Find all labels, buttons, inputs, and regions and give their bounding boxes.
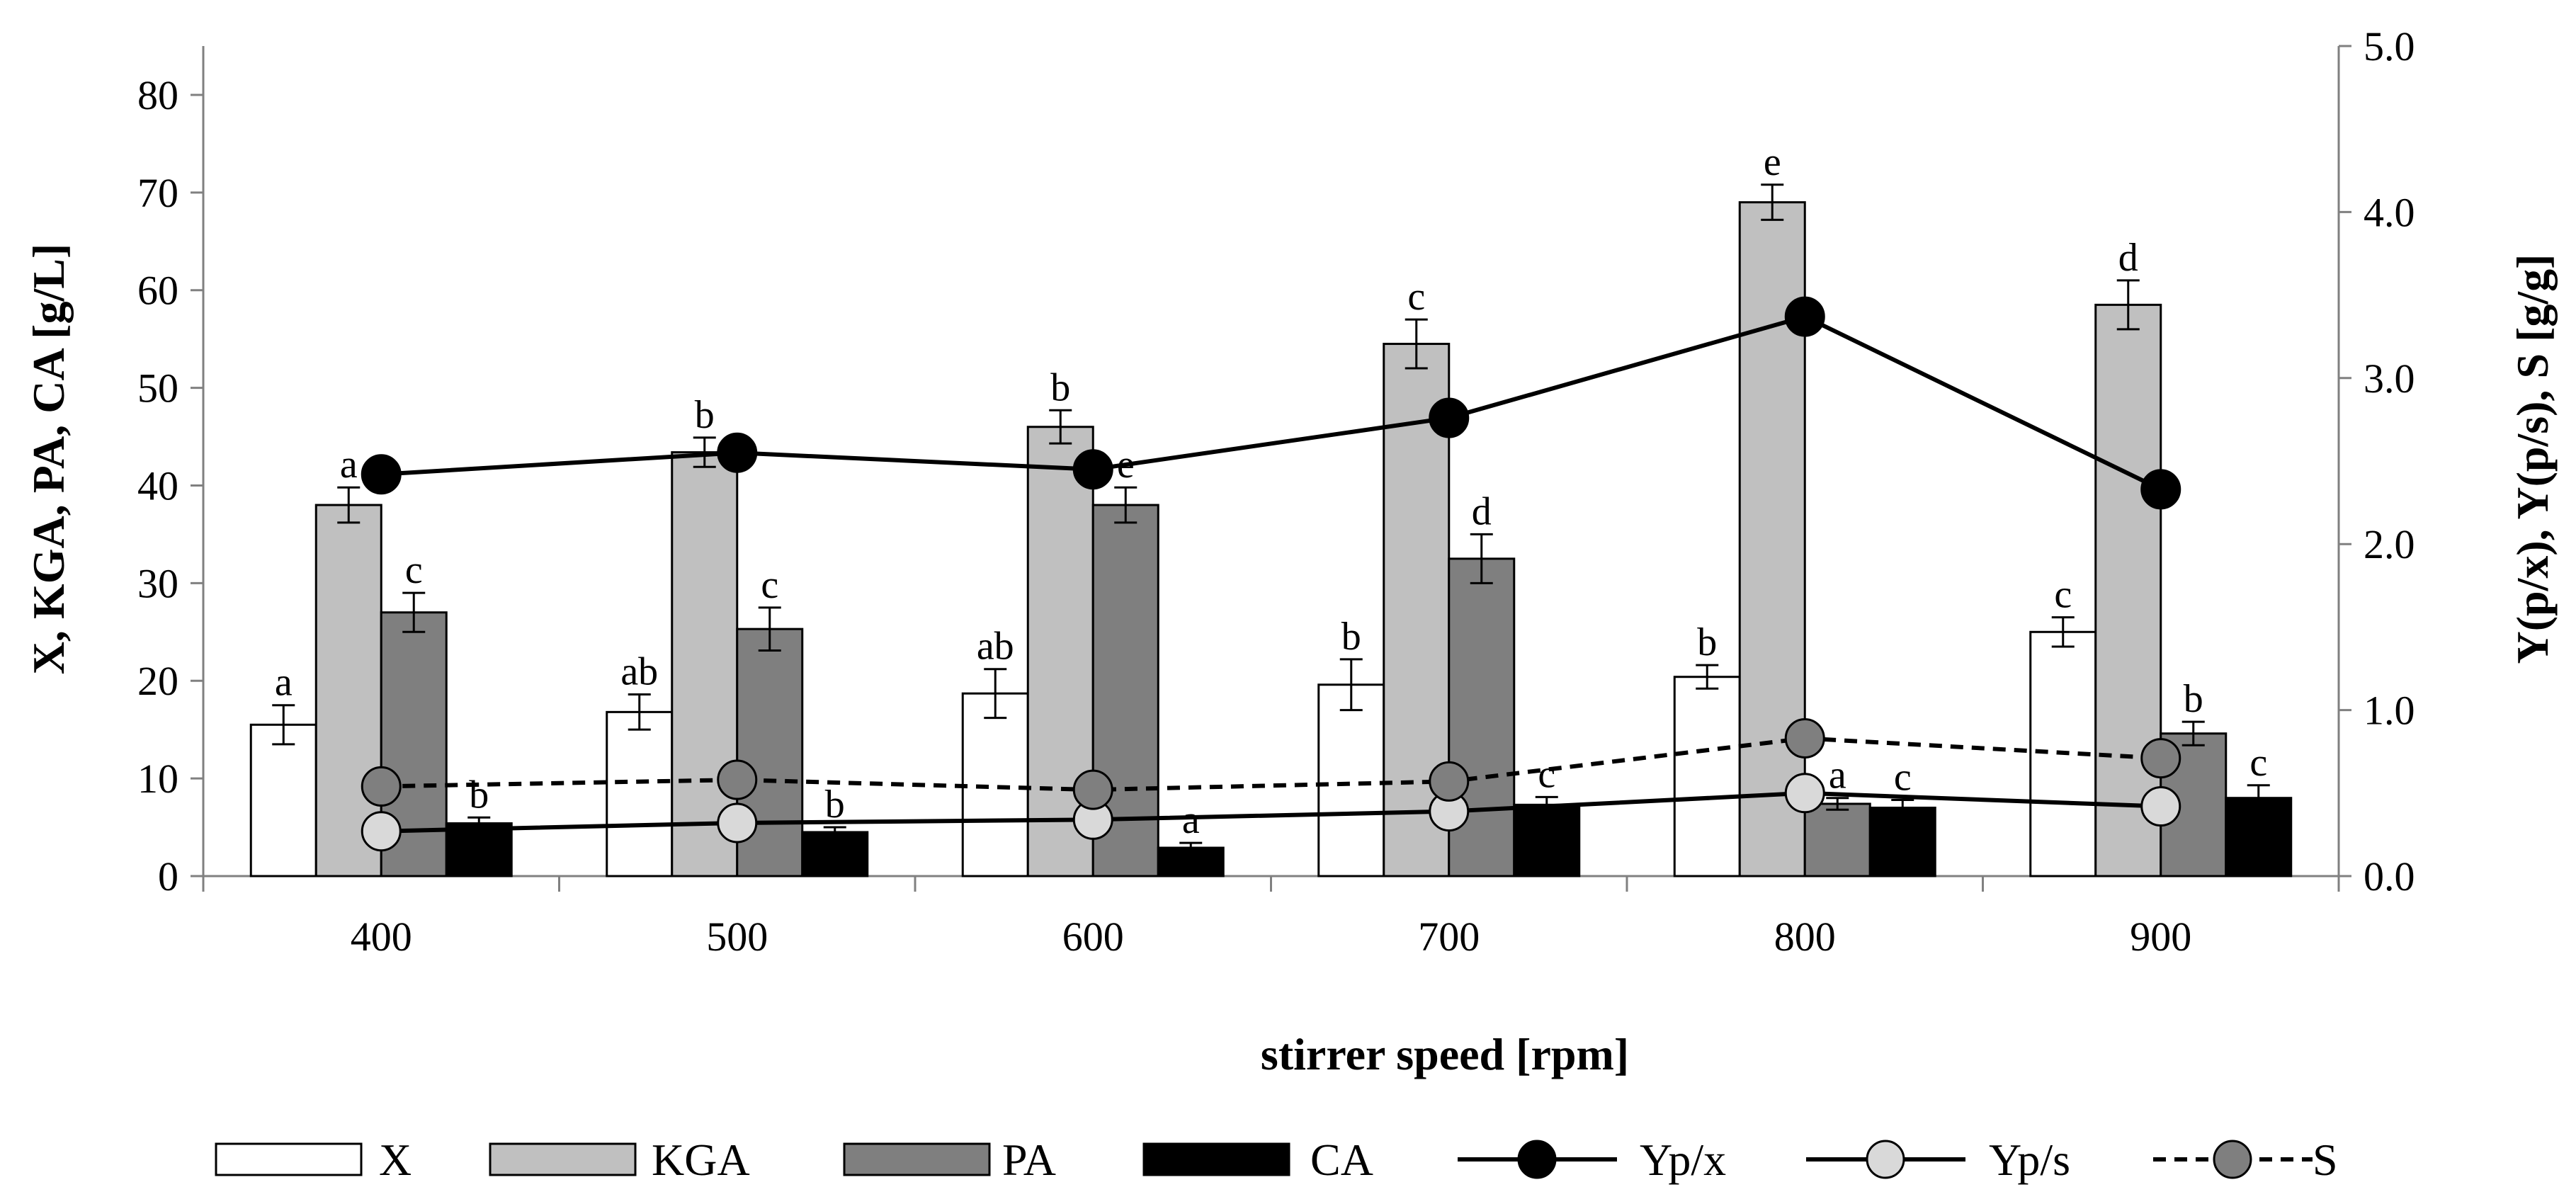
y-tick-label-right: 5.0 <box>2364 23 2415 69</box>
significance-label: a <box>340 443 358 487</box>
bars-layer <box>249 183 2293 878</box>
x-tick-label: 700 <box>1418 914 1480 960</box>
legend-label: Yp/s <box>1989 1135 2070 1185</box>
y-tick-label-right: 4.0 <box>2364 189 2415 235</box>
significance-label: a <box>1182 798 1200 842</box>
bar-x <box>961 692 1029 878</box>
marker-s <box>361 766 402 807</box>
marker-yp-x <box>1072 449 1113 490</box>
marker-yp-x <box>2140 469 2181 510</box>
significance-label: c <box>761 563 778 607</box>
marker-s <box>717 759 758 800</box>
significance-label: b <box>469 773 489 817</box>
y-tick-label-left: 40 <box>137 462 178 509</box>
marker-yp-x <box>1784 296 1825 337</box>
lines-layer <box>361 296 2181 852</box>
x-tick-label: 500 <box>706 914 768 960</box>
y-tick-label-left: 20 <box>137 658 178 704</box>
significance-label: b <box>695 393 715 437</box>
bar-x <box>606 710 674 878</box>
marker-s <box>2140 738 2181 779</box>
x-tick-label: 900 <box>2130 914 2191 960</box>
significance-label: c <box>1894 755 1912 799</box>
legend-swatch-kga <box>489 1142 637 1176</box>
y-tick-label-left: 50 <box>137 365 178 411</box>
marker-yp-x <box>1429 397 1470 438</box>
y-tick-label-left: 60 <box>137 268 178 314</box>
marker-s <box>1072 769 1113 810</box>
y-tick-label-left: 0 <box>158 853 178 899</box>
significance-label: a <box>1829 754 1846 797</box>
legend-marker-yp-x <box>1517 1140 1557 1179</box>
significance-label: d <box>2118 236 2138 280</box>
legend-marker-s <box>2213 1140 2252 1179</box>
y-tick-label-right: 1.0 <box>2364 688 2415 734</box>
y-axis-title-right: Y(p/x), Y(p/s), S [g/g] <box>2507 254 2558 664</box>
bar-ca <box>445 822 513 878</box>
significance-label: e <box>1764 140 1781 184</box>
marker-yp-x <box>717 432 758 473</box>
significance-label: d <box>1472 489 1492 533</box>
x-tick-label: 800 <box>1774 914 1836 960</box>
axes-layer: 0 10 20 30 40 50 60 70 80 0.0 1.0 2.0 3.0 4.0 5.0 400 50… <box>137 23 2415 960</box>
marker-yp-s <box>717 802 758 844</box>
significance-label: b <box>825 783 845 827</box>
legend-label: KGA <box>652 1135 750 1185</box>
significance-label: c <box>1538 752 1555 796</box>
legend-swatch-pa <box>843 1142 991 1176</box>
significance-label: b <box>1341 615 1361 659</box>
significance-label: c <box>2054 573 2072 617</box>
line-yp-s <box>381 790 2161 834</box>
legend-label: S <box>2313 1135 2338 1185</box>
x-axis-title: stirrer speed [rpm] <box>1261 1029 1629 1079</box>
legend-label: CA <box>1310 1135 1373 1185</box>
bar-ca <box>1868 806 1936 878</box>
y-tick-label-left: 10 <box>137 756 178 802</box>
marker-yp-s <box>2140 786 2181 827</box>
significance-label: e <box>1117 443 1135 487</box>
marker-s <box>1784 717 1825 759</box>
bar-kga <box>2094 303 2162 878</box>
y-tick-label-left: 70 <box>137 170 178 216</box>
bar-kga <box>671 451 739 878</box>
y-tick-label-right: 3.0 <box>2364 356 2415 402</box>
legend-label: X <box>379 1135 412 1185</box>
significance-label: a <box>275 661 293 705</box>
significance-label: b <box>1050 365 1070 409</box>
y-tick-label-left: 80 <box>137 72 178 118</box>
bar-x <box>1317 683 1385 878</box>
legend-swatch-x <box>215 1142 363 1176</box>
marker-s <box>1429 761 1470 802</box>
bar-ca <box>801 831 869 878</box>
marker-yp-s <box>1784 773 1825 814</box>
significance-label: ab <box>977 625 1014 669</box>
legend-label: PA <box>1002 1135 1056 1185</box>
legend: X KGA PA CA Yp/x Yp/s S <box>215 1135 2338 1185</box>
bar-ca <box>1513 803 1581 878</box>
significance-label: b <box>2184 677 2203 721</box>
significance-label: ab <box>620 650 658 694</box>
y-tick-label-left: 30 <box>137 560 178 606</box>
legend-swatch-ca <box>1142 1142 1290 1176</box>
significance-label: c <box>2249 741 2267 785</box>
y-tick-label-right: 2.0 <box>2364 521 2415 567</box>
line-yp-x <box>381 314 2162 492</box>
legend-marker-yp-s <box>1866 1140 1905 1179</box>
marker-yp-s <box>361 811 402 852</box>
significance-label: c <box>1407 275 1425 319</box>
x-tick-label: 400 <box>351 914 412 960</box>
bar-x <box>249 723 317 878</box>
y-axis-title-left: X, KGA, PA, CA [g/L] <box>23 244 74 675</box>
x-tick-label: 600 <box>1062 914 1124 960</box>
marker-yp-x <box>361 454 402 495</box>
bar-kga <box>314 504 382 878</box>
significance-label: c <box>405 548 423 592</box>
significance-label: b <box>1697 620 1717 664</box>
y-tick-label-right: 0.0 <box>2364 853 2415 899</box>
bar-x <box>1673 676 1741 878</box>
legend-label: Yp/x <box>1640 1135 1726 1185</box>
bar-pa <box>1803 802 1871 878</box>
